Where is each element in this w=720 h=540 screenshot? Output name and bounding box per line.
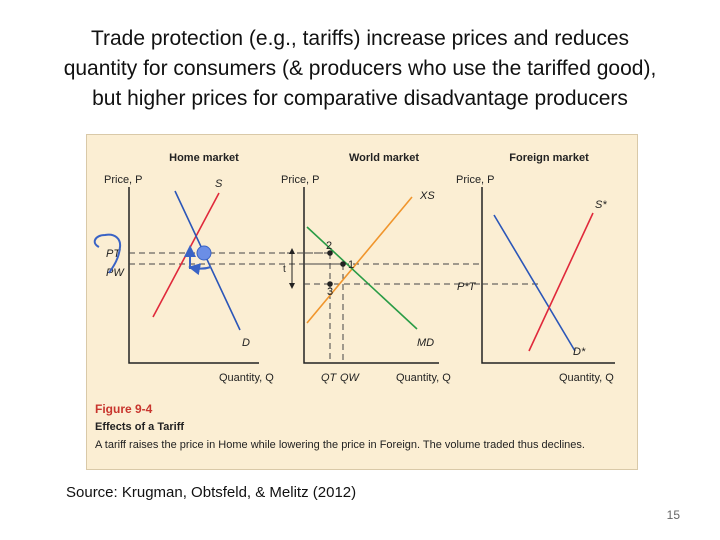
point-2 (327, 250, 333, 256)
point-2-label: 2 (326, 240, 332, 252)
pt-star-label: P*T (457, 281, 477, 293)
source-citation: Source: Krugman, Obtsfeld, & Melitz (201… (66, 484, 357, 501)
annotation-left-arrow (188, 263, 212, 276)
point-3-label: 3 (327, 286, 333, 298)
point-1-label: 1 (348, 259, 354, 271)
slide-title: Trade protection (e.g., tariffs) increas… (20, 24, 700, 114)
foreign-supply-label: S* (595, 199, 607, 211)
world-market-title: World market (349, 152, 419, 164)
point-3 (327, 281, 333, 287)
home-x-label: Quantity, Q (219, 372, 274, 384)
home-market-title: Home market (169, 152, 239, 164)
qw-label: QW (340, 372, 361, 384)
foreign-axes (481, 187, 615, 364)
axes (128, 187, 615, 364)
foreign-demand-curve (493, 214, 576, 352)
world-y-label: Price, P (281, 174, 320, 186)
foreign-supply-curve (528, 212, 594, 352)
foreign-demand-label: D* (573, 346, 586, 358)
figure-caption-text: A tariff raises the price in Home while … (95, 439, 585, 451)
foreign-market-title: Foreign market (509, 152, 589, 164)
page-number: 15 (666, 508, 680, 522)
xs-label: XS (419, 190, 435, 202)
import-demand-curve (306, 226, 418, 330)
pw-label: PW (106, 267, 125, 279)
home-axes (128, 187, 259, 364)
figure-9-4: Home market World market Foreign market … (86, 134, 638, 470)
slide-title-line-3: but higher prices for comparative disadv… (92, 87, 628, 110)
price-level-lines (129, 252, 539, 363)
foreign-y-label: Price, P (456, 174, 495, 186)
figure-caption-title: Effects of a Tariff (95, 421, 185, 433)
slide-title-line-1: Trade protection (e.g., tariffs) increas… (90, 27, 630, 50)
slide-title-line-2: quantity for consumers (& producers who … (63, 57, 657, 80)
figure-number: Figure 9-4 (95, 402, 153, 416)
foreign-x-label: Quantity, Q (559, 372, 614, 384)
home-demand-curve (174, 190, 241, 331)
home-supply-label: S (215, 178, 223, 190)
figure-caption: Figure 9-4 Effects of a Tariff A tariff … (95, 401, 631, 453)
qt-label: QT (321, 372, 338, 384)
point-1 (340, 261, 346, 267)
world-axes (303, 187, 439, 364)
tariff-label: t (283, 264, 286, 275)
home-y-label: Price, P (104, 174, 143, 186)
home-demand-label: D (242, 337, 250, 349)
tariff-diagram: Home market World market Foreign market … (93, 152, 615, 384)
annotation-bracket (93, 233, 122, 274)
md-label: MD (417, 337, 434, 349)
world-x-label: Quantity, Q (396, 372, 451, 384)
export-supply-curve (306, 196, 413, 324)
annotation-dot (196, 245, 212, 261)
